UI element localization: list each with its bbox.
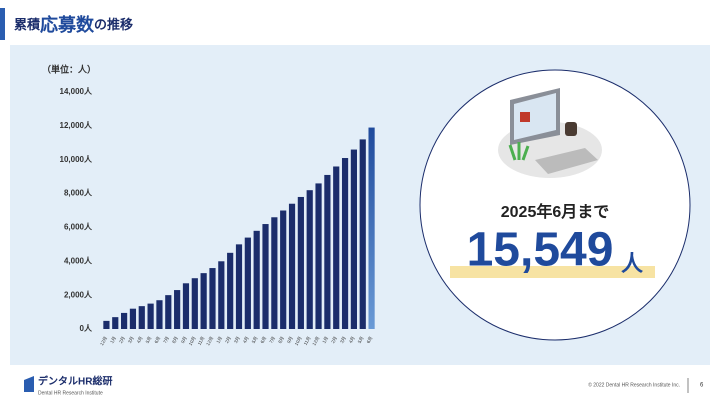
bar (271, 217, 278, 329)
copyright: © 2022 Dental HR Research Institute Inc. (588, 381, 680, 388)
bar (262, 224, 269, 329)
y-tick-label: 12,000人 (60, 120, 93, 130)
y-tick-label: 8,000人 (64, 188, 93, 198)
x-tick-label: 5月 (251, 336, 260, 345)
x-tick-label: 10月 (294, 336, 304, 347)
bar (253, 230, 260, 329)
x-tick-label: 7月 (268, 336, 277, 345)
x-tick-label: 5月 (357, 336, 366, 345)
x-tick-label: 11月 (303, 336, 313, 347)
bar (359, 139, 366, 329)
bar (103, 320, 110, 329)
y-tick-label: 2,000人 (64, 289, 93, 299)
x-tick-label: 6月 (260, 336, 269, 345)
x-tick-label: 6月 (366, 336, 375, 345)
logo-sub: Dental HR Research Institute (38, 390, 103, 396)
bar (341, 158, 349, 329)
page-number: 6 (700, 383, 704, 389)
x-tick-label: 12月 (205, 336, 215, 347)
x-tick-label: 11月 (197, 336, 207, 347)
x-tick-label: 1月 (321, 336, 330, 345)
logo: デンタルHR総研 (38, 375, 112, 388)
x-tick-label: 12月 (311, 336, 321, 347)
computer-illustration (498, 88, 602, 178)
bar (324, 174, 331, 329)
bar (368, 127, 375, 329)
bar (288, 203, 296, 329)
x-tick-label: 3月 (339, 336, 348, 345)
y-tick-label: 4,000人 (64, 255, 93, 265)
y-tick-label: 0人 (80, 323, 93, 333)
bar (244, 237, 251, 329)
bar (200, 273, 207, 329)
bar (235, 244, 243, 329)
x-tick-label: 7月 (162, 336, 171, 345)
x-tick-label: 10月 (188, 336, 198, 347)
y-tick-label: 10,000人 (60, 154, 93, 164)
x-tick-label: 4月 (242, 336, 251, 345)
callout-number: 15,549 (467, 224, 614, 277)
bar (138, 306, 145, 329)
x-tick-label: 5月 (145, 336, 154, 345)
bar (112, 317, 119, 329)
x-tick-label: 8月 (277, 336, 286, 345)
bar (129, 308, 137, 329)
x-tick-label: 12月 (99, 336, 109, 347)
bar (315, 183, 322, 329)
bar (121, 312, 128, 329)
x-tick-label: 9月 (180, 336, 189, 345)
bar (209, 268, 216, 329)
y-tick-label: 14,000人 (60, 86, 93, 96)
bar (174, 290, 181, 329)
x-tick-label: 2月 (330, 336, 339, 345)
x-tick-label: 3月 (127, 336, 136, 345)
bar (306, 190, 313, 329)
bar (227, 252, 234, 329)
bar (297, 196, 304, 329)
bar (218, 261, 225, 329)
bar (165, 295, 172, 329)
x-tick-label: 9月 (286, 336, 295, 345)
y-tick-label: 6,000人 (64, 222, 93, 232)
bar (147, 303, 154, 329)
callout-unit: 人 (621, 251, 643, 276)
callout-caption: 2025年6月まで (501, 202, 610, 221)
bar (191, 278, 198, 329)
x-tick-label: 6月 (154, 336, 163, 345)
x-tick-label: 3月 (233, 336, 242, 345)
x-tick-label: 4月 (348, 336, 357, 345)
accent-bar (0, 8, 5, 40)
y-axis-label: （単位：人） (42, 63, 96, 74)
bar (350, 149, 357, 329)
bar (333, 166, 340, 329)
title-part: の推移 (94, 17, 133, 32)
x-tick-label: 4月 (136, 336, 145, 345)
title-part: 累積 (14, 17, 41, 32)
x-tick-label: 2月 (118, 336, 127, 345)
x-tick-label: 1月 (109, 336, 118, 345)
logo-mark (24, 376, 34, 392)
highlight (450, 266, 655, 278)
x-tick-label: 2月 (224, 336, 233, 345)
x-tick-label: 1月 (215, 336, 224, 345)
title-part: 応募数 (40, 14, 95, 35)
x-tick-label: 8月 (171, 336, 180, 345)
bar (156, 300, 163, 329)
bar (182, 283, 190, 329)
bar (280, 210, 287, 329)
title: 累積応募数の推移 (14, 14, 133, 35)
